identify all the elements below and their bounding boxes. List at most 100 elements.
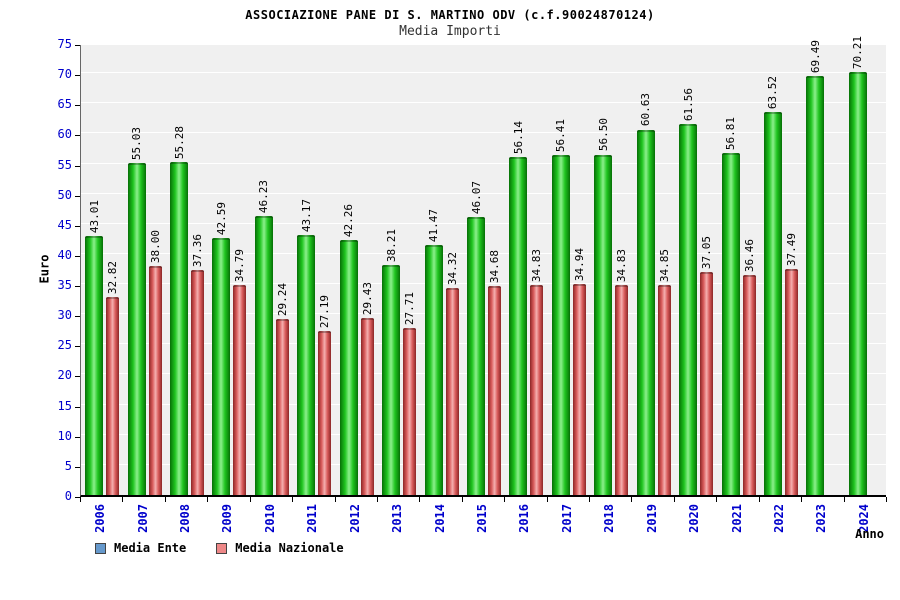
y-tick-mark bbox=[75, 466, 80, 468]
bar-value-label: 34.32 bbox=[445, 252, 459, 286]
bar-media-ente bbox=[679, 124, 698, 495]
y-tick-mark bbox=[75, 255, 80, 257]
bar-value-label: 41.47 bbox=[427, 208, 441, 243]
y-tick-mark bbox=[75, 165, 80, 167]
y-tick-label: 55 bbox=[57, 157, 72, 172]
bar-media-nazionale bbox=[191, 269, 205, 495]
bar-value-label: 69.49 bbox=[808, 40, 822, 74]
x-tick-mark bbox=[122, 497, 124, 502]
y-tick-label: 45 bbox=[57, 217, 72, 232]
x-tick-mark bbox=[376, 497, 378, 502]
x-tick-mark bbox=[419, 497, 421, 502]
bar-value-label: 56.41 bbox=[554, 118, 568, 153]
bar-media-ente bbox=[297, 234, 316, 495]
bar-value-label: 56.81 bbox=[724, 116, 738, 150]
bar-value-label: 60.63 bbox=[639, 93, 653, 127]
x-axis-title: Anno bbox=[855, 527, 884, 541]
y-tick-mark bbox=[75, 225, 80, 227]
bar-media-nazionale bbox=[784, 269, 798, 495]
x-tick-label: 2010 bbox=[262, 504, 277, 533]
bar-value-label: 55.03 bbox=[130, 127, 144, 161]
bar-media-nazionale bbox=[530, 285, 544, 495]
x-tick-mark bbox=[164, 497, 166, 502]
y-tick-label: 0 bbox=[64, 489, 72, 503]
bar-media-nazionale bbox=[700, 271, 714, 495]
x-tick-label: 2007 bbox=[135, 504, 150, 533]
legend: Media Ente Media Nazionale bbox=[95, 541, 344, 555]
bar-value-label: 37.05 bbox=[700, 235, 714, 269]
x-tick-label: 2023 bbox=[814, 504, 829, 533]
bar-media-ente bbox=[424, 245, 443, 495]
bar-media-nazionale bbox=[275, 318, 289, 495]
y-tick-label: 5 bbox=[64, 458, 72, 473]
x-tick-mark bbox=[249, 497, 251, 502]
bar-media-nazionale bbox=[106, 297, 120, 495]
bar-media-ente bbox=[636, 129, 655, 495]
bar-value-label: 34.83 bbox=[530, 248, 544, 283]
gridline bbox=[81, 42, 886, 43]
bar-media-nazionale bbox=[445, 288, 459, 495]
bar-media-ente bbox=[509, 156, 528, 495]
x-tick-mark bbox=[546, 497, 548, 502]
gridline bbox=[81, 72, 886, 74]
gridline bbox=[81, 192, 886, 194]
bar-value-label: 36.46 bbox=[742, 239, 756, 273]
y-tick-mark bbox=[75, 195, 80, 197]
bar-value-label: 32.82 bbox=[106, 261, 120, 295]
bar-media-ente bbox=[127, 163, 146, 495]
bar-value-label: 46.23 bbox=[257, 180, 271, 214]
x-tick-label: 2022 bbox=[771, 504, 786, 533]
x-tick-label: 2013 bbox=[390, 504, 405, 533]
x-tick-mark bbox=[292, 497, 294, 502]
y-tick-label: 75 bbox=[57, 37, 72, 51]
y-tick-label: 65 bbox=[57, 97, 72, 112]
bar-value-label: 27.19 bbox=[318, 295, 332, 329]
x-tick-mark bbox=[801, 497, 803, 502]
legend-item: Media Ente bbox=[95, 541, 186, 555]
y-tick-label: 70 bbox=[57, 67, 72, 82]
y-tick-mark bbox=[75, 406, 80, 408]
bar-value-label: 63.52 bbox=[766, 76, 780, 110]
legend-swatch-icon bbox=[95, 542, 106, 554]
x-tick-label: 2015 bbox=[475, 504, 489, 533]
x-tick-mark bbox=[504, 497, 506, 502]
bar-value-label: 43.17 bbox=[299, 198, 313, 232]
y-tick-mark bbox=[75, 286, 80, 288]
x-tick-label: 2020 bbox=[687, 504, 702, 533]
x-tick-mark bbox=[716, 497, 718, 502]
x-tick-label: 2014 bbox=[432, 504, 447, 533]
gridline bbox=[81, 132, 886, 134]
bar-value-label: 34.94 bbox=[572, 248, 586, 282]
bar-media-nazionale bbox=[742, 275, 756, 495]
bar-media-ente bbox=[382, 264, 401, 495]
y-tick-label: 30 bbox=[57, 308, 72, 323]
y-tick-label: 40 bbox=[57, 247, 72, 262]
bar-value-label: 37.49 bbox=[784, 232, 798, 267]
x-tick-label: 2006 bbox=[93, 504, 108, 533]
y-tick-label: 20 bbox=[57, 368, 72, 383]
bar-value-label: 46.07 bbox=[469, 181, 483, 215]
bar-media-ente bbox=[339, 240, 358, 495]
y-tick-mark bbox=[75, 346, 80, 348]
bar-value-label: 55.28 bbox=[172, 125, 186, 159]
plot-area: 43.01 32.82 55.03 38.00 55.28 37.36 42.59 34.79… bbox=[80, 36, 886, 497]
bar-value-label: 56.14 bbox=[511, 120, 525, 154]
gridline bbox=[81, 162, 886, 164]
y-tick-mark bbox=[75, 75, 80, 77]
x-tick-label: 2021 bbox=[729, 504, 744, 533]
bar-value-label: 37.36 bbox=[191, 233, 205, 267]
y-tick-mark bbox=[75, 497, 80, 498]
bar-value-label: 29.43 bbox=[360, 281, 374, 315]
legend-label: Media Nazionale bbox=[235, 541, 344, 555]
bar-value-label: 61.56 bbox=[681, 87, 695, 121]
bar-value-label: 34.85 bbox=[657, 248, 671, 282]
x-tick-mark bbox=[631, 497, 633, 502]
bar-media-ente bbox=[85, 235, 104, 495]
y-tick-mark bbox=[75, 436, 80, 438]
bar-value-label: 56.50 bbox=[596, 118, 610, 152]
bar-media-nazionale bbox=[572, 284, 586, 495]
bar-media-ente bbox=[467, 217, 485, 495]
bar-value-label: 42.59 bbox=[214, 202, 228, 236]
x-tick-mark bbox=[758, 497, 760, 502]
